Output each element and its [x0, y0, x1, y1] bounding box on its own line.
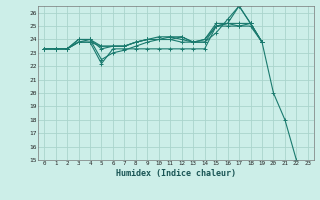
X-axis label: Humidex (Indice chaleur): Humidex (Indice chaleur) [116, 169, 236, 178]
